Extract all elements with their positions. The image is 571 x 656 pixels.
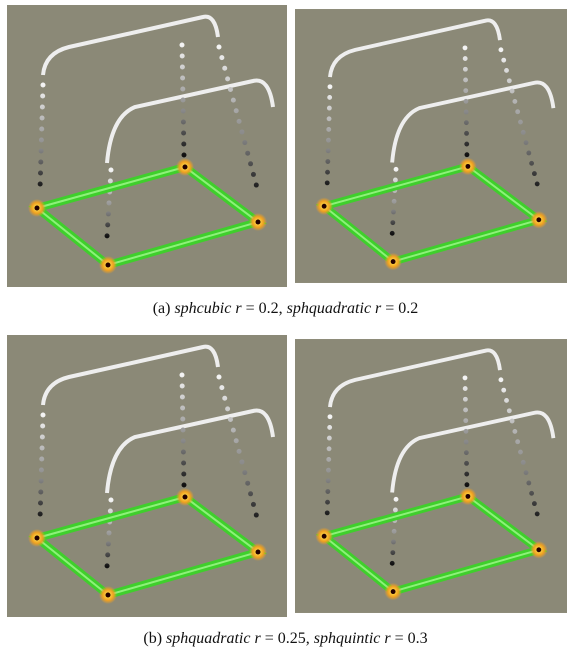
page: (a)sphcubic r= 0.2,sphquadratic r= 0.2 (…	[0, 0, 571, 656]
caption: (a)sphcubic r = 0.2,sphquadratic r= 0.2	[0, 300, 571, 318]
caption: (b)sphquadratic r= 0.25,sphquintic r= 0.…	[0, 630, 571, 648]
caption-text: = 0.2,	[246, 300, 283, 317]
render-image	[7, 5, 287, 287]
render-image	[7, 335, 287, 617]
render-image	[295, 339, 567, 613]
caption-text: (b)	[143, 630, 162, 647]
render-image	[295, 9, 567, 283]
caption-text: = 0.2	[385, 300, 418, 317]
caption-text: sphquintic r	[314, 630, 391, 647]
caption-text: sphquadratic r	[287, 300, 382, 317]
caption-text: (a)	[153, 300, 171, 317]
caption-text: = 0.25,	[265, 630, 310, 647]
figure	[0, 0, 571, 656]
caption-text: sphquadratic r	[166, 630, 261, 647]
caption-text: sphcubic r	[174, 300, 241, 317]
caption-text: = 0.3	[395, 630, 428, 647]
